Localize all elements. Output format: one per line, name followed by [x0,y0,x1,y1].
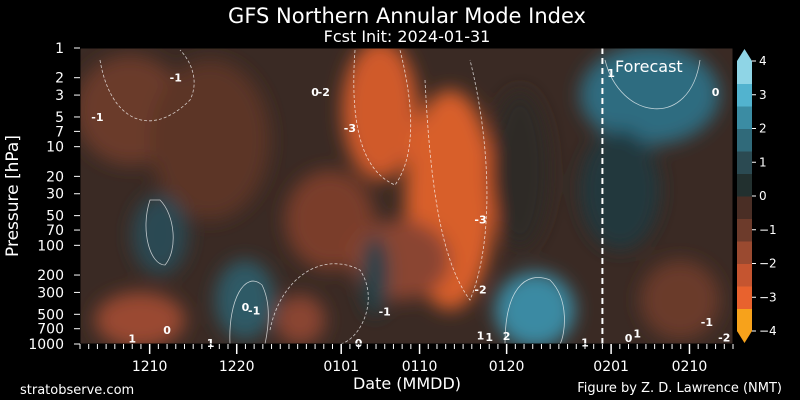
y-tick-label: 1 [55,41,64,57]
contour-label: -2 [718,332,730,345]
contour-label: 0 [242,301,250,314]
y-tick-label: 300 [37,285,64,301]
contour-label: -1 [379,306,391,319]
y-tick-label: 2 [55,71,64,87]
colorbar: −4 −3 −2 −1 0 1 2 3 4 [737,49,777,343]
colorbar-segment [737,83,752,107]
x-tick-label: 1210 [132,359,168,375]
contour-label: 1 [633,327,641,340]
contour-label: 1 [607,67,615,80]
x-tick-label: 0101 [323,359,359,375]
colorbar-segment [737,61,752,84]
y-tick-label: 50 [46,209,64,225]
y-tick-label: 7 [55,124,64,140]
contour-label: -1 [248,305,260,318]
footer-credit-left: stratobserve.com [20,383,134,398]
colorbar-tick-label: −4 [759,324,777,338]
y-tick-label: 500 [37,307,64,323]
chart-title: GFS Northern Annular Mode Index [228,4,586,28]
x-axis: 1210 1220 0101 0110 0120 0201 0210 [79,344,734,375]
colorbar-segment [737,308,752,332]
y-tick-label: 3 [55,88,64,104]
contour-label: 1 [485,331,493,344]
colorbar-tick-label: 3 [759,88,767,102]
y-tick-label: 20 [46,169,64,185]
contour-label: 0 [625,332,633,345]
contour-label: 2 [503,330,511,343]
colorbar-tick-label: 2 [759,122,767,136]
contour-label: 1 [477,329,485,342]
colorbar-segment [737,196,752,219]
y-tick-label: 200 [37,268,64,284]
contour-label: -2 [474,283,486,296]
colorbar-tick-label: 4 [759,54,767,68]
colorbar-max-extend [737,49,752,61]
colorbar-segment [737,218,752,242]
forecast-annotation: Forecast [615,57,683,76]
contour-label: 1 [128,333,136,346]
colorbar-min-extend [737,331,752,343]
contour-label: 0 [311,86,319,99]
contour-label: 0 [163,324,171,337]
chart-subtitle: Fcst Init: 2024-01-31 [324,27,491,46]
colorbar-segment [737,241,752,264]
colorbar-segment [737,286,752,309]
colorbar-segment [737,263,752,287]
contour-label: -2 [318,86,330,99]
x-tick-label: 0110 [402,359,438,375]
contour-label: -3 [474,214,486,227]
contour-label: -1 [701,316,713,329]
y-tick-label: 10 [46,140,64,156]
contour-label: -1 [170,72,182,85]
x-tick-label: 1220 [219,359,255,375]
colorbar-tick-label: −2 [759,257,777,271]
colorbar-segment [737,173,752,197]
colorbar-segment [737,151,752,174]
contour-label: 1 [581,336,589,349]
y-axis-label: Pressure [hPa] [3,135,23,257]
contour-label: -1 [91,111,103,124]
colorbar-tick-label: −1 [759,223,777,237]
x-tick-label: 0210 [672,359,708,375]
heatmap-field [80,48,733,344]
contour-label: -3 [344,122,356,135]
colorbar-tick-label: 1 [759,155,767,169]
x-tick-label: 0201 [593,359,629,375]
colorbar-segment [737,128,752,152]
plot-frame [79,47,734,345]
y-tick-label: 100 [37,238,64,254]
y-tick-label: 70 [46,223,64,239]
y-tick-label: 5 [55,110,64,126]
footer-credit-right: Figure by Z. D. Lawrence (NMT) [577,381,782,396]
colorbar-tick-label: 0 [759,189,767,203]
colorbar-tick-label: −3 [759,290,777,304]
y-tick-label: 30 [46,187,64,203]
x-tick-label: 0120 [489,359,525,375]
x-axis-label: Date (MMDD) [353,374,461,393]
contour-label: 0 [712,86,720,99]
y-tick-label: 700 [37,322,64,338]
colorbar-segment [737,106,752,129]
y-tick-label: 1000 [28,337,64,353]
